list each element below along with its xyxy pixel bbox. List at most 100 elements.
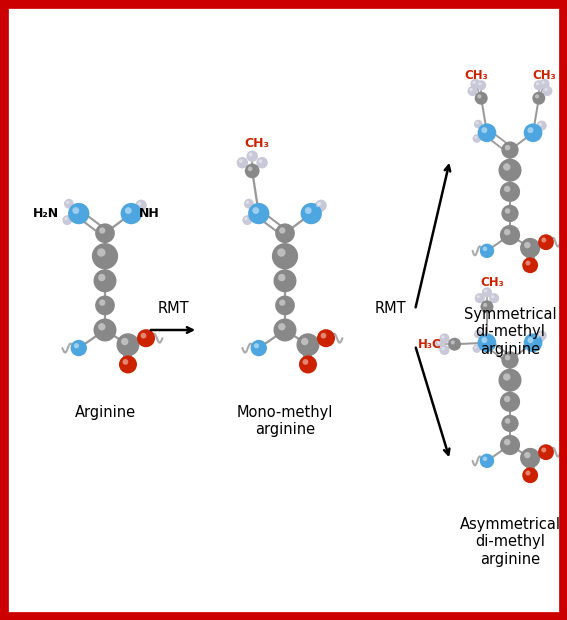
Circle shape bbox=[317, 329, 335, 347]
Circle shape bbox=[477, 295, 480, 298]
Circle shape bbox=[236, 157, 248, 169]
Circle shape bbox=[141, 333, 146, 339]
Circle shape bbox=[536, 330, 547, 340]
Circle shape bbox=[500, 392, 520, 412]
Circle shape bbox=[273, 269, 297, 292]
Circle shape bbox=[468, 86, 477, 96]
Circle shape bbox=[251, 340, 267, 356]
Circle shape bbox=[314, 202, 325, 213]
Text: RMT: RMT bbox=[374, 301, 406, 316]
Text: Symmetrical
di-methyl
arginine: Symmetrical di-methyl arginine bbox=[464, 307, 556, 356]
Circle shape bbox=[475, 92, 488, 105]
Circle shape bbox=[448, 338, 461, 351]
Circle shape bbox=[526, 471, 531, 476]
Circle shape bbox=[316, 203, 320, 207]
Circle shape bbox=[439, 345, 450, 355]
Circle shape bbox=[501, 141, 519, 159]
Circle shape bbox=[503, 163, 510, 170]
Circle shape bbox=[484, 290, 487, 293]
Circle shape bbox=[98, 323, 105, 330]
Circle shape bbox=[543, 86, 552, 96]
Circle shape bbox=[500, 182, 520, 202]
Circle shape bbox=[68, 203, 90, 224]
Circle shape bbox=[476, 80, 486, 91]
Circle shape bbox=[301, 203, 322, 224]
Circle shape bbox=[474, 136, 477, 139]
Circle shape bbox=[489, 293, 499, 303]
Circle shape bbox=[476, 122, 479, 124]
Circle shape bbox=[504, 439, 510, 445]
Circle shape bbox=[538, 445, 554, 460]
Circle shape bbox=[64, 217, 67, 220]
Circle shape bbox=[273, 319, 297, 342]
Circle shape bbox=[481, 127, 487, 133]
Circle shape bbox=[478, 82, 481, 86]
Circle shape bbox=[481, 337, 487, 343]
Circle shape bbox=[522, 257, 538, 273]
Circle shape bbox=[504, 229, 510, 236]
Text: RMT: RMT bbox=[157, 301, 189, 316]
Text: H₃C: H₃C bbox=[418, 338, 442, 351]
Circle shape bbox=[278, 323, 285, 330]
Circle shape bbox=[73, 207, 79, 214]
Circle shape bbox=[248, 167, 252, 171]
Circle shape bbox=[442, 347, 445, 350]
Circle shape bbox=[136, 200, 147, 211]
Circle shape bbox=[121, 203, 142, 224]
Circle shape bbox=[474, 330, 483, 339]
Circle shape bbox=[539, 332, 542, 336]
Circle shape bbox=[272, 243, 298, 269]
Circle shape bbox=[94, 319, 116, 342]
Circle shape bbox=[503, 373, 510, 381]
Circle shape bbox=[541, 448, 547, 453]
Circle shape bbox=[505, 355, 510, 360]
Circle shape bbox=[527, 127, 534, 133]
Circle shape bbox=[472, 134, 481, 143]
Circle shape bbox=[244, 217, 247, 220]
Circle shape bbox=[535, 94, 539, 99]
Circle shape bbox=[318, 202, 321, 206]
Circle shape bbox=[137, 329, 155, 347]
Circle shape bbox=[239, 159, 243, 163]
Text: CH₃: CH₃ bbox=[532, 69, 556, 82]
Circle shape bbox=[279, 228, 285, 234]
Text: Arginine: Arginine bbox=[74, 405, 136, 420]
Circle shape bbox=[482, 287, 492, 298]
Circle shape bbox=[437, 341, 441, 344]
Circle shape bbox=[544, 88, 548, 91]
Circle shape bbox=[500, 435, 520, 455]
Circle shape bbox=[500, 225, 520, 245]
Circle shape bbox=[539, 123, 542, 126]
Circle shape bbox=[536, 335, 540, 338]
Circle shape bbox=[491, 295, 494, 298]
Circle shape bbox=[315, 200, 327, 211]
Circle shape bbox=[477, 334, 496, 352]
Circle shape bbox=[119, 355, 137, 373]
Circle shape bbox=[534, 80, 544, 91]
Circle shape bbox=[98, 274, 105, 281]
Circle shape bbox=[64, 199, 74, 209]
Circle shape bbox=[505, 208, 510, 214]
Text: H₂N: H₂N bbox=[33, 207, 59, 220]
Circle shape bbox=[474, 120, 483, 128]
Circle shape bbox=[248, 203, 269, 224]
Circle shape bbox=[256, 157, 268, 169]
Circle shape bbox=[505, 145, 510, 151]
Circle shape bbox=[475, 293, 485, 303]
Circle shape bbox=[538, 234, 554, 250]
Circle shape bbox=[477, 123, 496, 142]
Circle shape bbox=[94, 269, 116, 292]
Circle shape bbox=[520, 238, 540, 258]
Circle shape bbox=[524, 123, 543, 142]
Circle shape bbox=[483, 456, 487, 461]
Circle shape bbox=[259, 159, 263, 163]
Circle shape bbox=[70, 340, 87, 356]
Circle shape bbox=[247, 151, 258, 162]
Circle shape bbox=[249, 153, 252, 156]
Circle shape bbox=[524, 242, 531, 249]
Circle shape bbox=[524, 334, 543, 352]
Circle shape bbox=[504, 186, 510, 192]
Circle shape bbox=[275, 296, 295, 315]
Circle shape bbox=[498, 369, 522, 392]
Circle shape bbox=[66, 201, 69, 204]
